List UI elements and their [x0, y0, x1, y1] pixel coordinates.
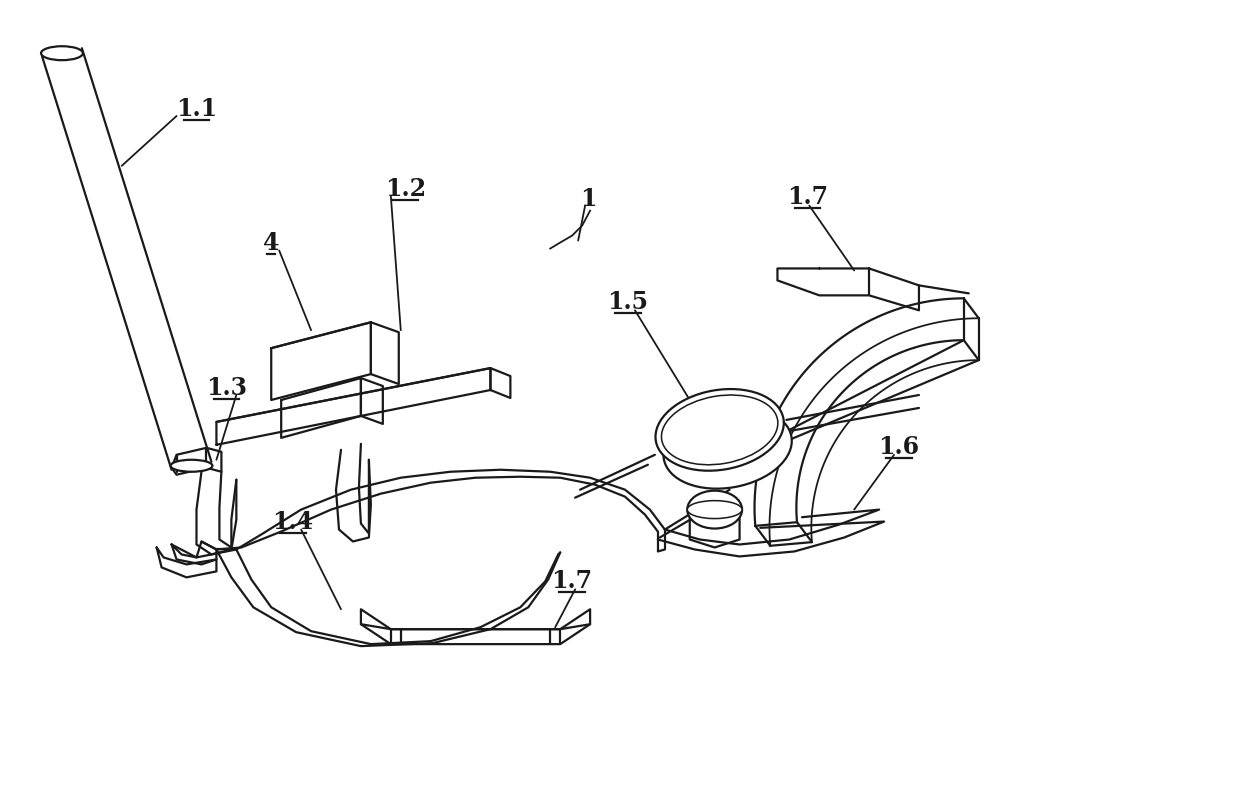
Ellipse shape — [687, 500, 742, 519]
Text: 1.4: 1.4 — [273, 510, 314, 534]
Ellipse shape — [41, 46, 83, 60]
Ellipse shape — [171, 460, 212, 472]
Text: 1.3: 1.3 — [206, 376, 247, 400]
Text: 1.2: 1.2 — [386, 177, 427, 201]
Text: 4: 4 — [263, 231, 279, 255]
Ellipse shape — [687, 491, 742, 529]
Text: 1.7: 1.7 — [786, 185, 828, 209]
Text: 1.5: 1.5 — [608, 290, 649, 314]
Text: 1.7: 1.7 — [552, 569, 593, 593]
Text: 1.1: 1.1 — [176, 97, 217, 121]
Ellipse shape — [663, 407, 792, 488]
Text: 1: 1 — [580, 186, 596, 211]
Ellipse shape — [656, 389, 784, 471]
Text: 1.6: 1.6 — [878, 435, 920, 459]
